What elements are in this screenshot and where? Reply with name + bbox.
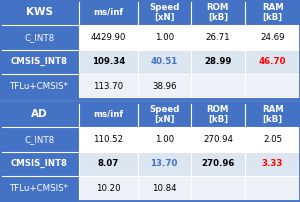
Bar <box>138 102 190 127</box>
Bar <box>190 176 245 201</box>
Text: ms/inf: ms/inf <box>93 8 124 17</box>
Text: 113.70: 113.70 <box>93 82 124 91</box>
Bar <box>190 25 245 49</box>
Bar <box>0 176 79 201</box>
Bar <box>138 176 190 201</box>
Bar <box>245 127 300 152</box>
Text: TFLu+CMSIS*: TFLu+CMSIS* <box>10 184 69 193</box>
Bar <box>245 176 300 201</box>
Bar <box>79 152 138 176</box>
Text: 13.70: 13.70 <box>151 159 178 168</box>
Text: KWS: KWS <box>26 7 53 17</box>
Bar <box>190 127 245 152</box>
Text: RAM
[kB]: RAM [kB] <box>262 105 283 124</box>
Bar <box>138 152 190 176</box>
Text: C_INT8: C_INT8 <box>25 33 55 42</box>
Text: 2.05: 2.05 <box>263 135 282 144</box>
Text: ROM
[kB]: ROM [kB] <box>207 3 229 22</box>
Text: 270.96: 270.96 <box>201 159 235 168</box>
Bar <box>245 74 300 99</box>
Text: 270.94: 270.94 <box>203 135 233 144</box>
Text: 3.33: 3.33 <box>262 159 283 168</box>
Bar <box>79 176 138 201</box>
Text: 38.96: 38.96 <box>152 82 176 91</box>
Text: 109.34: 109.34 <box>92 57 125 66</box>
Bar <box>138 127 190 152</box>
Text: 4429.90: 4429.90 <box>91 33 126 42</box>
Bar <box>190 74 245 99</box>
Bar <box>79 102 138 127</box>
Bar <box>0 0 300 99</box>
Text: 110.52: 110.52 <box>93 135 124 144</box>
Bar <box>138 0 190 25</box>
Text: 40.51: 40.51 <box>151 57 178 66</box>
Text: 1.00: 1.00 <box>154 135 174 144</box>
Text: TFLu+CMSIS*: TFLu+CMSIS* <box>10 82 69 91</box>
Text: 26.71: 26.71 <box>206 33 230 42</box>
Bar <box>0 102 300 201</box>
Text: 8.07: 8.07 <box>98 159 119 168</box>
Bar <box>138 49 190 74</box>
Bar <box>190 49 245 74</box>
Bar <box>0 49 79 74</box>
Bar <box>190 102 245 127</box>
Text: CMSIS_INT8: CMSIS_INT8 <box>11 159 68 168</box>
Text: AD: AD <box>31 109 48 119</box>
Bar <box>0 102 79 127</box>
Text: RAM
[kB]: RAM [kB] <box>262 3 283 22</box>
Bar <box>0 25 79 49</box>
Bar <box>79 0 138 25</box>
Bar <box>79 25 138 49</box>
Bar <box>79 127 138 152</box>
Text: 28.99: 28.99 <box>204 57 232 66</box>
Text: Speed
[xN]: Speed [xN] <box>149 3 179 22</box>
Text: CMSIS_INT8: CMSIS_INT8 <box>11 57 68 66</box>
Text: 24.69: 24.69 <box>260 33 285 42</box>
Bar <box>245 152 300 176</box>
Bar <box>190 0 245 25</box>
Text: 10.20: 10.20 <box>96 184 121 193</box>
Bar <box>138 25 190 49</box>
Bar <box>138 74 190 99</box>
Bar <box>245 49 300 74</box>
Text: 1.00: 1.00 <box>154 33 174 42</box>
Bar <box>190 152 245 176</box>
Text: ROM
[kB]: ROM [kB] <box>207 105 229 124</box>
Text: 46.70: 46.70 <box>259 57 286 66</box>
Bar <box>0 74 79 99</box>
Text: ms/inf: ms/inf <box>93 110 124 119</box>
Bar <box>0 152 79 176</box>
Text: Speed
[xN]: Speed [xN] <box>149 105 179 124</box>
Bar <box>79 49 138 74</box>
Bar <box>245 102 300 127</box>
Bar <box>0 127 79 152</box>
Text: C_INT8: C_INT8 <box>25 135 55 144</box>
Text: 10.84: 10.84 <box>152 184 176 193</box>
Bar <box>245 0 300 25</box>
Bar <box>0 0 79 25</box>
Bar <box>245 25 300 49</box>
Bar <box>79 74 138 99</box>
